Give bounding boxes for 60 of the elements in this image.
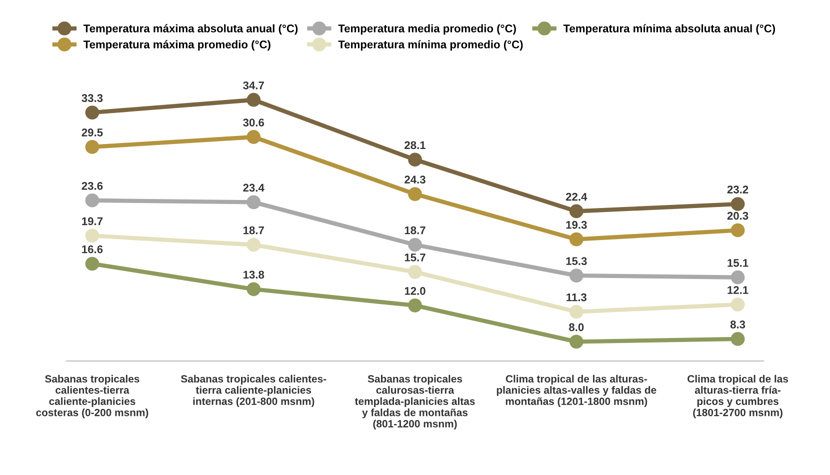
data-label: 13.8 [244, 270, 264, 279]
data-label: 8.0 [569, 323, 584, 332]
legend-label: Temperatura mínima promedio (°C) [338, 40, 523, 51]
data-label: 16.6 [82, 245, 103, 254]
data-label: 30.6 [243, 118, 264, 126]
point [730, 197, 745, 211]
point [569, 268, 584, 282]
point [246, 238, 261, 252]
x-tick-label: Clima tropical de las alturas-tierra fría- picos y cumbres (1801-2700 msnm) [688, 374, 788, 418]
data-label: 23.4 [243, 184, 264, 192]
point [408, 152, 422, 167]
data-label: 22.4 [566, 192, 588, 201]
point [246, 282, 261, 296]
data-label: 12.1 [728, 286, 748, 294]
legend-label: Temperatura mínima absoluta anual (°C) [563, 24, 776, 35]
point [408, 187, 422, 201]
data-label: 19.7 [82, 217, 103, 226]
point [730, 298, 745, 312]
legend-label: Temperatura máxima promedio (°C) [83, 40, 270, 51]
point [569, 204, 584, 218]
point [408, 238, 422, 252]
x-tick-label: Sabanas tropicales calurosas-tierra templada-planicies altas y faldas de montañas (801-1200 msnm) [354, 374, 475, 430]
data-label: 34.7 [243, 81, 264, 90]
data-label: 23.2 [727, 186, 748, 194]
point [85, 256, 100, 271]
point [246, 92, 261, 107]
data-label: 24.3 [404, 176, 426, 184]
point [569, 304, 584, 319]
point [85, 228, 100, 243]
point [85, 193, 100, 208]
data-label: 15.7 [404, 254, 426, 262]
x-tick-label: Clima tropical de las alturas- planicies altas-valles y faldas de montañas (1201-1800 msnm) [496, 374, 656, 408]
data-label: 23.6 [82, 182, 103, 190]
data-label: 8.3 [730, 320, 746, 328]
data-label: 29.5 [82, 128, 103, 136]
point [569, 232, 584, 246]
data-label: 12.0 [404, 287, 426, 295]
data-label: 19.3 [566, 220, 587, 229]
x-tick-label: Sabanas tropicales calientes-tierra caliente-planicies costeras (0-200 msnm) [36, 374, 148, 418]
x-tick-label: Sabanas tropicales calientes- tierra caliente-planicies internas (201-800 msnm) [180, 374, 326, 408]
data-label: 33.3 [82, 94, 103, 102]
point [85, 106, 100, 120]
data-label: 11.3 [566, 293, 586, 302]
legend-label: Temperatura media promedio (°C) [338, 24, 516, 35]
data-label: 28.1 [404, 141, 426, 150]
data-label: 15.3 [566, 257, 587, 266]
legend-label: Temperatura máxima absoluta anual (°C) [83, 24, 298, 35]
data-label: 15.1 [728, 259, 748, 267]
point [569, 334, 584, 349]
point [246, 195, 261, 210]
point [730, 223, 745, 238]
point [408, 298, 422, 312]
data-label: 18.7 [404, 226, 426, 234]
data-label: 20.3 [727, 212, 748, 220]
data-label: 18.7 [244, 226, 264, 234]
point [246, 130, 261, 144]
point [408, 264, 422, 279]
point [730, 332, 745, 346]
point [730, 270, 745, 284]
point [85, 140, 100, 154]
